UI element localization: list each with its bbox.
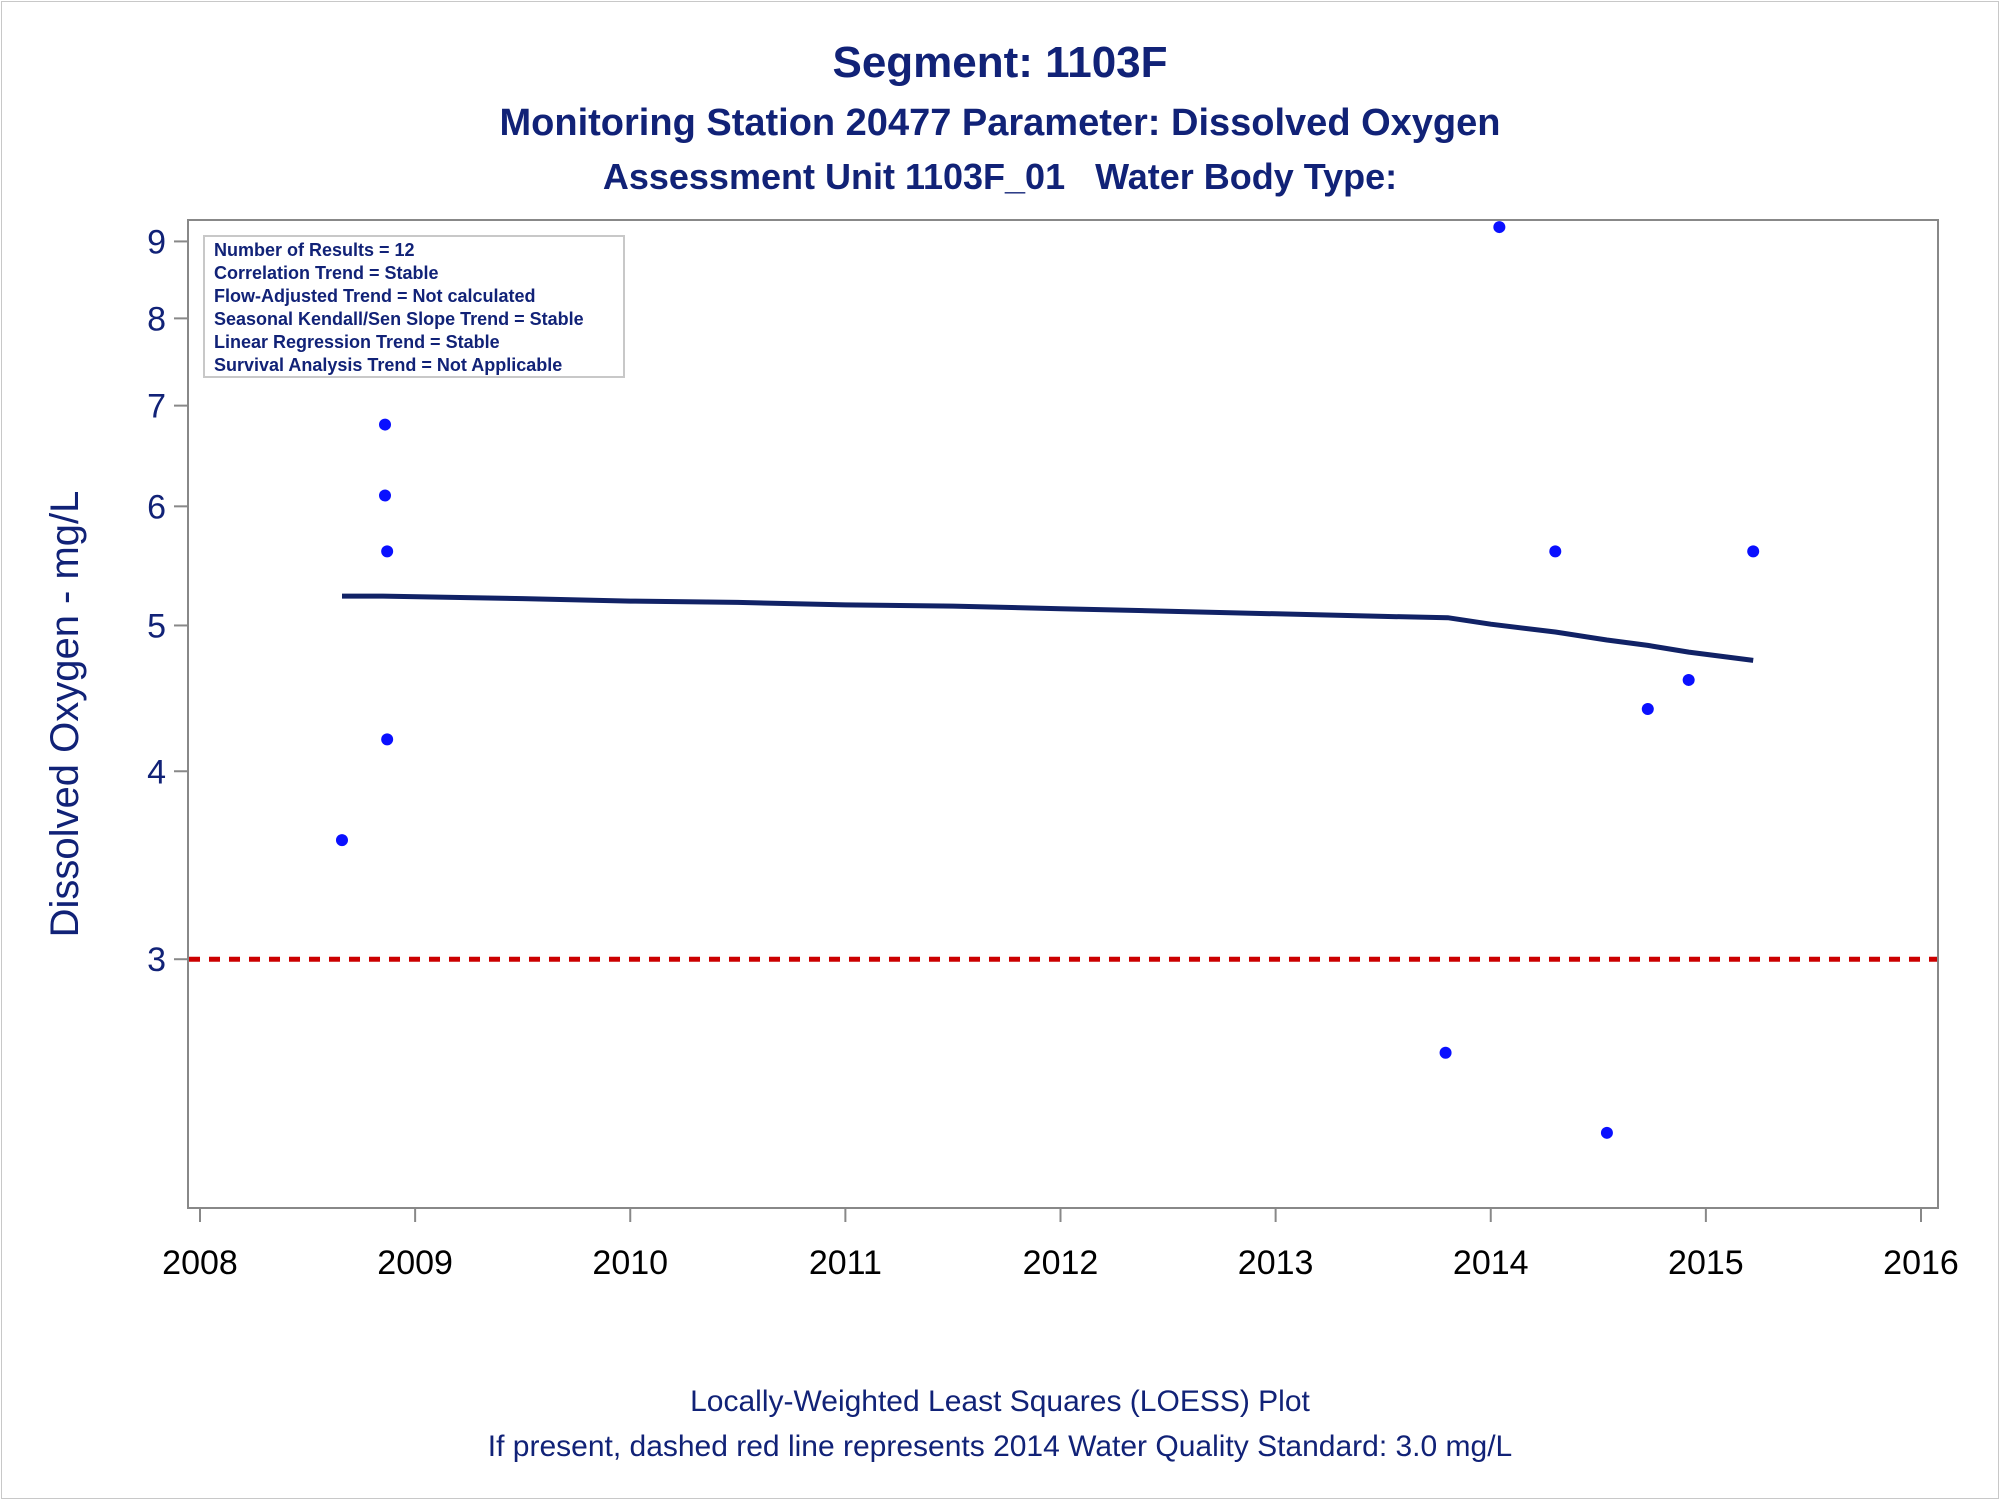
x-axis: 2008 2009 2010 2011 2012 2013 2014 2015 2016 — [162, 1208, 1959, 1282]
y-tick-label-9: 9 — [147, 223, 166, 261]
y-axis-label: Dissolved Oxygen - mg/L — [43, 491, 87, 938]
y-tick-label-5: 5 — [147, 607, 166, 645]
data-point-9 — [1600, 1126, 1613, 1139]
data-point-7 — [1493, 221, 1506, 234]
stats-line-6: Survival Analysis Trend = Not Applicable — [214, 355, 562, 375]
y-tick-label-7: 7 — [147, 388, 166, 426]
data-point-12 — [1747, 545, 1760, 558]
footnote-standard: If present, dashed red line represents 2… — [487, 1430, 1513, 1463]
x-tick-label-2008: 2008 — [162, 1244, 238, 1282]
footnote-plot-type: Locally-Weighted Least Squares (LOESS) P… — [690, 1385, 1310, 1418]
y-axis: 3 4 5 6 7 8 9 — [147, 223, 188, 979]
data-point-2 — [379, 418, 392, 431]
stats-line-4: Seasonal Kendall/Sen Slope Trend = Stabl… — [214, 309, 584, 329]
x-tick-label-2015: 2015 — [1668, 1244, 1744, 1282]
x-tick-label-2012: 2012 — [1023, 1244, 1099, 1282]
stats-line-3: Flow-Adjusted Trend = Not calculated — [214, 286, 536, 306]
data-point-6 — [1439, 1046, 1452, 1059]
data-point-3 — [379, 489, 392, 502]
x-tick-label-2009: 2009 — [377, 1244, 453, 1282]
data-points — [335, 221, 1760, 1139]
x-tick-label-2010: 2010 — [592, 1244, 668, 1282]
stats-box-border — [203, 235, 625, 378]
x-tick-label-2011: 2011 — [809, 1244, 882, 1282]
y-tick-label-6: 6 — [147, 488, 166, 526]
y-tick-label-8: 8 — [147, 300, 166, 338]
stats-box: Number of Results = 12 Correlation Trend … — [203, 235, 625, 378]
chart-subtitle-assessment: Assessment Unit 1103F_01 Water Body Type… — [602, 156, 1398, 197]
data-point-8 — [1549, 545, 1562, 558]
data-point-11 — [1682, 673, 1695, 686]
x-tick-label-2014: 2014 — [1453, 1244, 1529, 1282]
x-tick-label-2013: 2013 — [1238, 1244, 1314, 1282]
plot-area — [187, 219, 1939, 1209]
data-point-5 — [381, 733, 394, 746]
stats-line-5: Linear Regression Trend = Stable — [214, 332, 500, 352]
x-tick-label-2016: 2016 — [1883, 1244, 1959, 1282]
chart-title: Segment: 1103F — [832, 38, 1168, 87]
stats-line-1: Number of Results = 12 — [214, 240, 415, 260]
stats-line-2: Correlation Trend = Stable — [214, 263, 439, 283]
data-point-4 — [381, 545, 394, 558]
data-point-10 — [1641, 702, 1654, 715]
chart-subtitle-station: Monitoring Station 20477 Parameter: Diss… — [499, 102, 1501, 144]
loess-curve — [342, 593, 1754, 663]
y-tick-label-3: 3 — [147, 941, 166, 979]
data-point-1 — [335, 834, 348, 847]
y-tick-label-4: 4 — [147, 753, 166, 791]
